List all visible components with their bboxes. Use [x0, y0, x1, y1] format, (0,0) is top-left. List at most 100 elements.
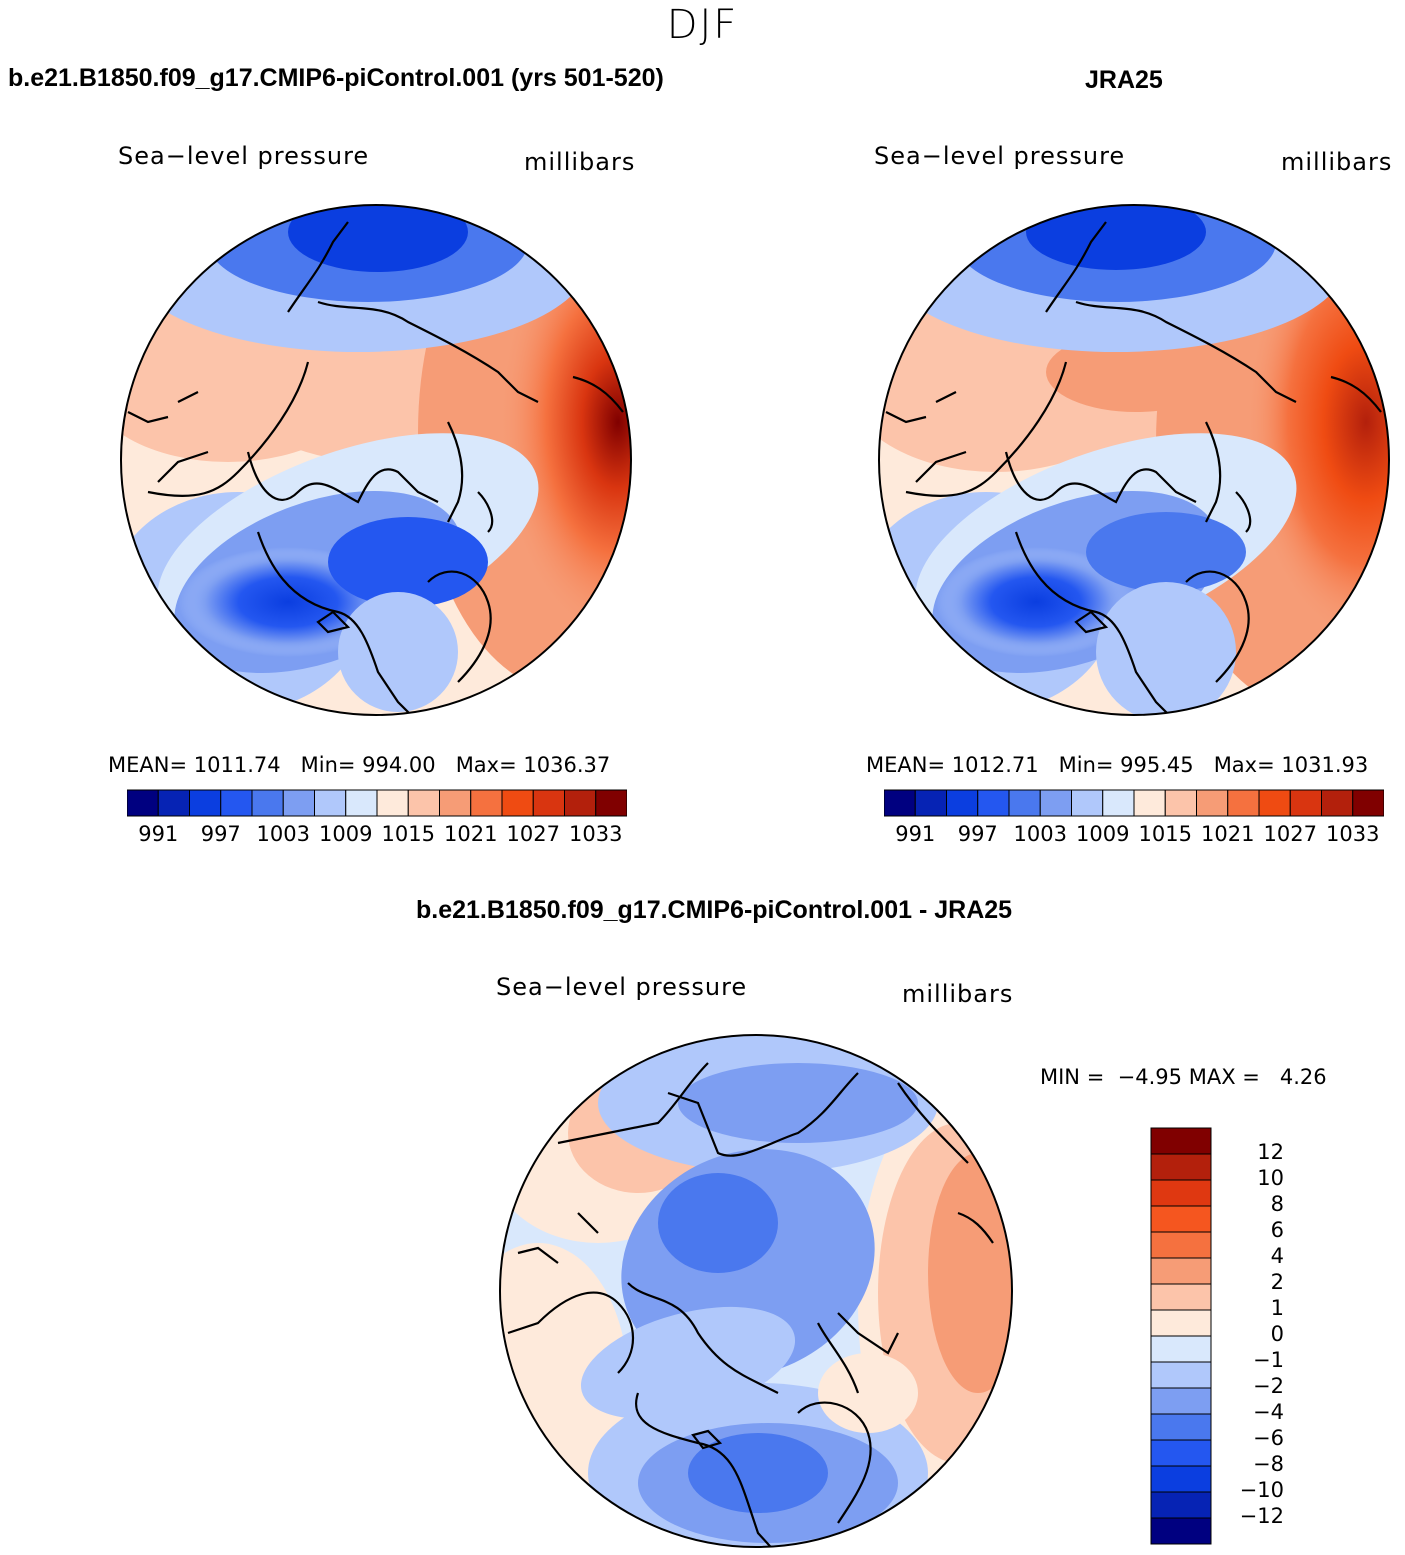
colorbar-swatch [595, 789, 627, 817]
colorbar-swatch [1071, 789, 1104, 817]
diff-colorbar-label: −4 [1253, 1400, 1284, 1424]
obs-stats: MEAN= 1012.71 Min= 995.45 Max= 1031.93 [866, 753, 1368, 777]
colorbar-swatch [1039, 789, 1072, 817]
diff-colorbar-swatch [1150, 1413, 1212, 1441]
obs-max-label: Max= [1213, 753, 1275, 777]
diff-colorbar-label: 0 [1270, 1322, 1284, 1346]
diff-colorbar-label: −10 [1239, 1478, 1284, 1502]
diff-colorbar-swatch [1150, 1309, 1212, 1337]
colorbar-swatch [220, 789, 253, 817]
model-max-value: 1036.37 [523, 753, 611, 777]
diff-min-value: −4.95 [1117, 1065, 1183, 1089]
diff-colorbar-swatch [1150, 1335, 1212, 1363]
colorbar-swatch [470, 789, 503, 817]
diff-colorbar-swatch [1150, 1439, 1212, 1467]
diff-colorbar-label: 4 [1270, 1244, 1284, 1268]
diff-colorbar-label: −12 [1239, 1504, 1284, 1528]
season-title: DJF [666, 2, 739, 48]
colorbar-swatch [157, 789, 190, 817]
diff-colorbar-swatch [1150, 1127, 1212, 1155]
colorbar-swatch [314, 789, 347, 817]
diff-colorbar-swatch [1150, 1179, 1212, 1207]
colorbar-swatch [884, 789, 916, 817]
model-mean-value: 1011.74 [193, 753, 281, 777]
diff-map-boundary [499, 1034, 1013, 1548]
diff-colorbar-label: −6 [1253, 1426, 1284, 1450]
model-stats: MEAN= 1011.74 Min= 994.00 Max= 1036.37 [108, 753, 610, 777]
obs-min-value: 995.45 [1120, 753, 1194, 777]
diff-colorbar-label: 10 [1257, 1166, 1284, 1190]
diff-colorbar-swatch [1150, 1231, 1212, 1259]
diff-colorbar-swatch [1150, 1153, 1212, 1181]
diff-map-field [500, 1035, 1012, 1547]
colorbar-swatch [251, 789, 284, 817]
obs-colorbar-ticks: 991 997 1003 1009 1015 1021 1027 1033 [884, 822, 1384, 850]
colorbar-swatch [977, 789, 1010, 817]
obs-panel-title: JRA25 [1085, 66, 1163, 94]
model-map-field [121, 205, 631, 715]
obs-polar-map [878, 204, 1390, 716]
diff-colorbar-swatch [1150, 1205, 1212, 1233]
diff-colorbar-labels: 12 10 8 6 4 2 1 0 −1 −2 −4 −6 −8 −10 −12 [1222, 1127, 1292, 1545]
model-max-label: Max= [455, 753, 517, 777]
colorbar-tick-label: 1015 [381, 822, 435, 846]
colorbar-tick-label: 1009 [1076, 822, 1130, 846]
colorbar-swatch [1352, 789, 1384, 817]
diff-stats: MIN = −4.95 MAX = 4.26 [1040, 1065, 1327, 1089]
colorbar-swatch [1164, 789, 1197, 817]
diff-coastlines [507, 1062, 994, 1547]
diff-colorbar-swatch [1150, 1491, 1212, 1519]
diff-colorbar-label: 2 [1270, 1270, 1284, 1294]
diff-colorbar-swatch [1150, 1465, 1212, 1493]
model-min-value: 994.00 [362, 753, 436, 777]
colorbar-swatch [532, 789, 565, 817]
model-colorbar [127, 789, 627, 817]
diff-colorbar-swatch [1150, 1387, 1212, 1415]
diff-max-label: MAX = [1188, 1065, 1260, 1089]
diff-units-label: millibars [902, 980, 1014, 1008]
diff-panel-title: b.e21.B1850.f09_g17.CMIP6-piControl.001 … [416, 896, 1013, 924]
colorbar-swatch [1321, 789, 1354, 817]
colorbar-swatch [1102, 789, 1135, 817]
colorbar-tick-label: 1027 [506, 822, 560, 846]
colorbar-tick-label: 991 [895, 822, 936, 846]
colorbar-tick-label: 1027 [1263, 822, 1317, 846]
diff-colorbar-label: 1 [1270, 1296, 1284, 1320]
obs-map-field [879, 205, 1389, 715]
diff-colorbar-swatch [1150, 1517, 1212, 1545]
diff-colorbar-label: 12 [1257, 1140, 1284, 1164]
obs-mean-value: 1012.71 [951, 753, 1039, 777]
colorbar-tick-label: 1033 [569, 822, 623, 846]
obs-colorbar [884, 789, 1384, 817]
obs-units-label: millibars [1281, 148, 1393, 176]
colorbar-tick-label: 991 [138, 822, 179, 846]
colorbar-tick-label: 1003 [1013, 822, 1067, 846]
obs-map-boundary [878, 204, 1390, 716]
colorbar-swatch [127, 789, 159, 817]
colorbar-swatch [1196, 789, 1229, 817]
model-coastlines [127, 221, 624, 715]
colorbar-swatch [282, 789, 315, 817]
diff-max-value: 4.26 [1279, 1065, 1327, 1089]
colorbar-swatch [439, 789, 472, 817]
colorbar-tick-label: 1021 [444, 822, 498, 846]
obs-mean-label: MEAN= [866, 753, 946, 777]
model-units-label: millibars [524, 148, 636, 176]
obs-variable-label: Sea−level pressure [874, 142, 1126, 170]
colorbar-tick-label: 1003 [256, 822, 310, 846]
colorbar-swatch [501, 789, 534, 817]
colorbar-tick-label: 1015 [1138, 822, 1192, 846]
diff-colorbar-label: −8 [1253, 1452, 1284, 1476]
diff-min-label: MIN = [1040, 1065, 1105, 1089]
diff-colorbar-label: 8 [1270, 1192, 1284, 1216]
model-mean-label: MEAN= [108, 753, 188, 777]
colorbar-tick-label: 1009 [319, 822, 373, 846]
model-panel-title: b.e21.B1850.f09_g17.CMIP6-piControl.001 … [8, 64, 664, 92]
diff-colorbar-swatch [1150, 1361, 1212, 1389]
diff-colorbar-label: −1 [1253, 1348, 1284, 1372]
diff-polar-map [499, 1034, 1013, 1548]
colorbar-tick-label: 997 [957, 822, 998, 846]
model-polar-map [120, 204, 632, 716]
diff-colorbar-swatch [1150, 1257, 1212, 1285]
diff-colorbar-label: 6 [1270, 1218, 1284, 1242]
